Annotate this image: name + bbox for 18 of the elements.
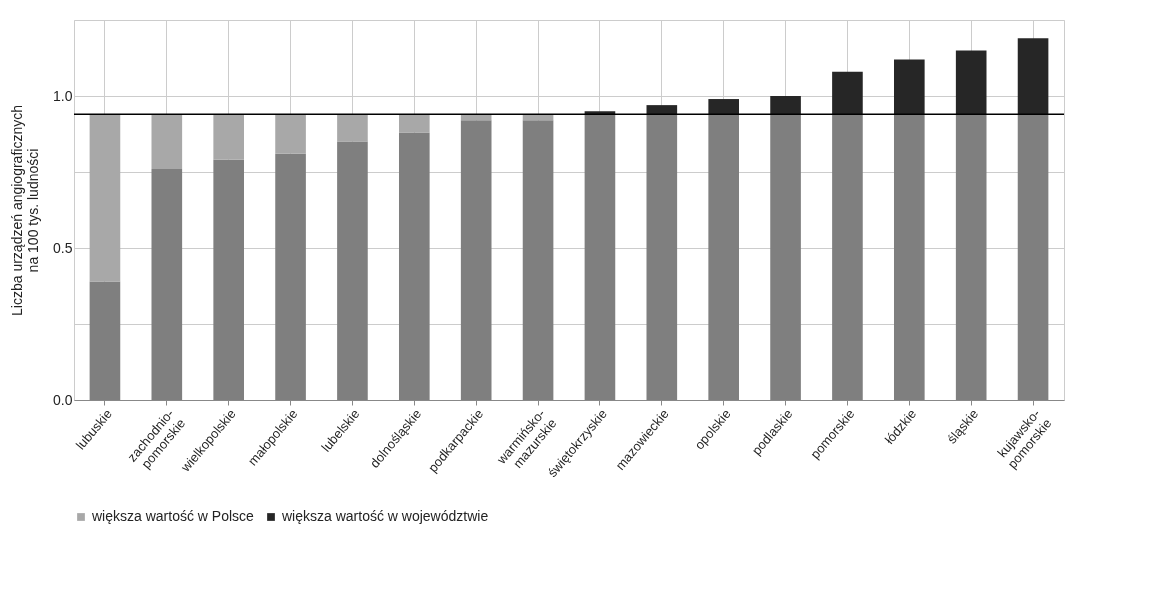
bar (151, 114, 183, 169)
y-tick-label: 0.5 (53, 239, 73, 256)
y-axis-title: Liczba urządzeń angiograficznych na 100 tys. ludności (9, 105, 42, 316)
bar (894, 59, 925, 115)
y-tick-label: 0.0 (53, 391, 73, 408)
bar (708, 99, 739, 115)
bar (399, 114, 430, 133)
legend-label: większa wartość w Polsce (91, 508, 255, 524)
bar (1017, 38, 1049, 115)
bar (955, 50, 987, 115)
y-tick-label: 1.0 (53, 87, 73, 104)
bar (89, 114, 121, 282)
bar (832, 71, 863, 115)
bar (770, 96, 801, 115)
bar (337, 114, 368, 142)
bar (275, 114, 306, 154)
bar (213, 114, 244, 160)
legend-label: większa wartość w województwie (281, 508, 489, 524)
